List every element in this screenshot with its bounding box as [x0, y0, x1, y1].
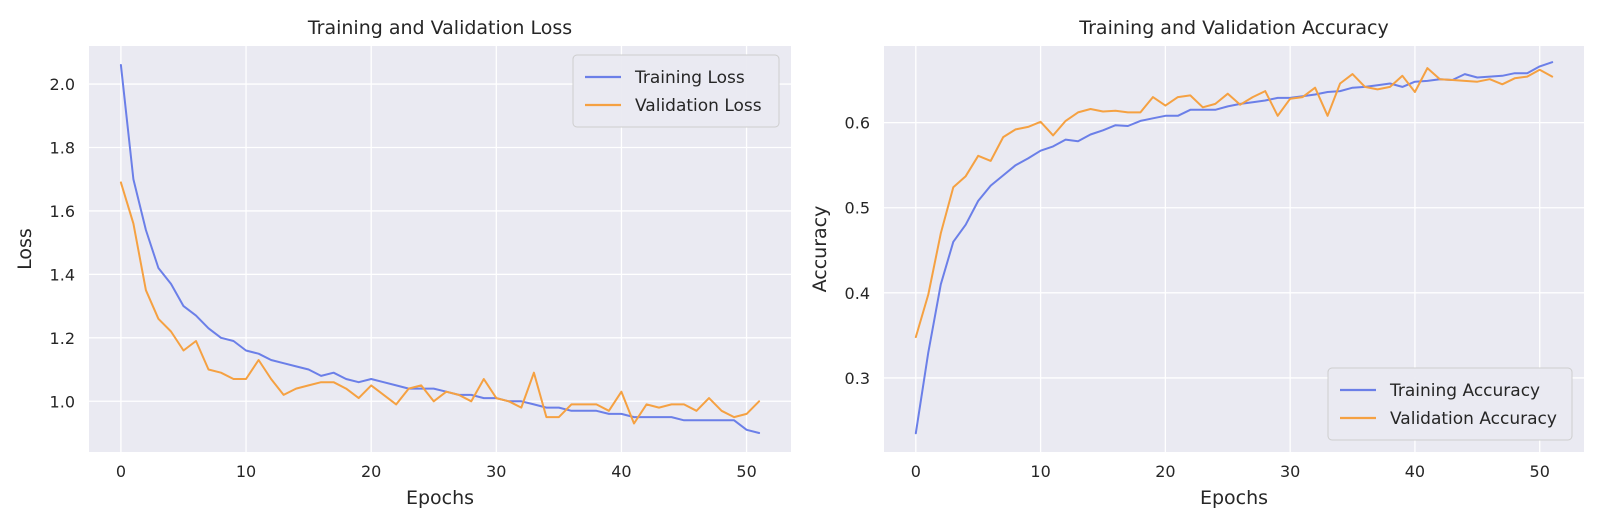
x-tick-label: 40 [611, 462, 631, 481]
legend: Training Loss Validation Loss [572, 54, 780, 128]
chart-loss: 0 10 20 30 40 50 1.0 1.2 1.4 1.6 1.8 2.0 Training an… [14, 17, 791, 509]
legend-box [572, 54, 780, 128]
y-axis-label: Loss [14, 228, 36, 270]
series-line-training-loss [119, 64, 761, 434]
legend-label: Training Accuracy [1389, 381, 1540, 401]
x-tick-label: 0 [116, 462, 126, 481]
x-tick-label: 50 [736, 462, 756, 481]
y-tick-label: 0.5 [845, 199, 870, 218]
chart-accuracy: 0 10 20 30 40 50 0.3 0.4 0.5 0.6 Training and Vali… [809, 17, 1584, 509]
y-tick-label: 1.2 [50, 329, 75, 348]
series-line-validation-accuracy [914, 67, 1554, 339]
y-tick-label: 1.8 [50, 139, 75, 158]
x-tick-label: 10 [236, 462, 256, 481]
series-line-validation-loss [119, 181, 761, 425]
y-tick-label: 1.0 [50, 392, 75, 411]
x-tick-label: 20 [361, 462, 381, 481]
y-tick-label: 2.0 [50, 75, 75, 94]
y-tick-label: 0.4 [845, 284, 870, 303]
x-tick-label: 50 [1530, 462, 1550, 481]
y-tick-label: 1.4 [50, 265, 75, 284]
x-axis-label: Epochs [1200, 487, 1268, 509]
x-tick-label: 30 [486, 462, 506, 481]
y-tick-label: 0.6 [845, 114, 870, 133]
legend-label: Validation Accuracy [1390, 409, 1557, 429]
legend-label: Validation Loss [635, 96, 762, 116]
x-tick-label: 0 [911, 462, 921, 481]
legend-label: Training Loss [634, 68, 745, 88]
chart-title: Training and Validation Loss [307, 17, 572, 39]
x-tick-label: 40 [1405, 462, 1425, 481]
x-tick-label: 30 [1280, 462, 1300, 481]
x-tick-label: 10 [1030, 462, 1050, 481]
x-axis-label: Epochs [406, 487, 474, 509]
legend-box [1327, 367, 1573, 441]
x-tick-label: 20 [1155, 462, 1175, 481]
y-tick-label: 1.6 [50, 202, 75, 221]
y-tick-label: 0.3 [845, 369, 870, 388]
chart-title: Training and Validation Accuracy [1078, 17, 1388, 39]
y-axis-label: Accuracy [809, 206, 831, 293]
legend: Training Accuracy Validation Accuracy [1327, 367, 1573, 441]
